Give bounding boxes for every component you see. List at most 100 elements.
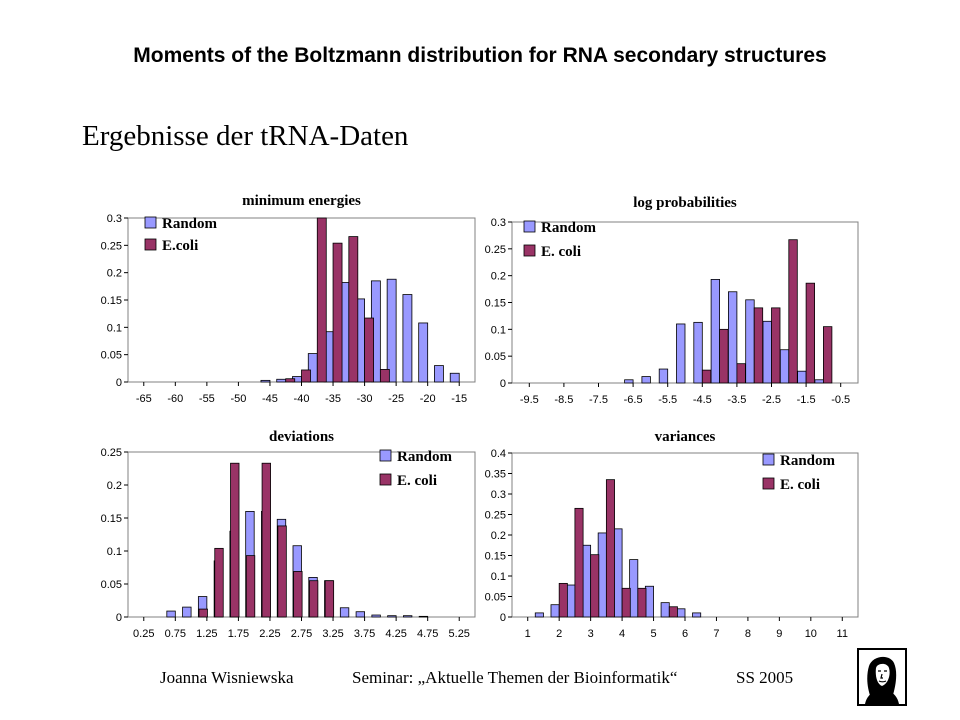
bar-e-coli (198, 608, 208, 618)
bar-random (260, 379, 271, 383)
x-tick-label: -7.5 (589, 394, 608, 406)
bar-random (387, 615, 397, 618)
legend-label: E. coli (541, 244, 581, 260)
bar-random (339, 607, 350, 618)
bar-random (276, 378, 287, 383)
bar-random (182, 606, 192, 618)
bar-e-coli (605, 479, 615, 618)
bar-random (629, 559, 639, 618)
bar-random (355, 611, 365, 618)
x-tick-label: 4.25 (385, 628, 406, 640)
x-tick-label: -25 (388, 393, 404, 405)
bar-random (710, 279, 720, 384)
x-tick-label: 0.75 (165, 628, 186, 640)
bar-e-coli (277, 525, 287, 618)
bar-e-coli (308, 580, 319, 618)
goethe-portrait-icon (857, 648, 907, 706)
bar-random (692, 612, 702, 618)
y-tick-label: 0.1 (107, 546, 122, 558)
bar-random (745, 299, 755, 384)
legend-swatch (144, 216, 157, 229)
x-tick-label: 3.75 (354, 628, 375, 640)
bar-random (613, 528, 623, 618)
x-tick-label: 3.25 (322, 628, 343, 640)
x-tick-label: -55 (199, 393, 215, 405)
x-tick-label: -1.5 (797, 394, 816, 406)
bar-random (693, 321, 703, 384)
bar-random (582, 544, 592, 618)
plot-area (127, 217, 476, 383)
y-tick-label: 0.1 (491, 571, 506, 583)
legend-swatch (523, 244, 536, 257)
footer-term: SS 2005 (736, 668, 794, 687)
bar-random (624, 379, 634, 384)
bar-random (641, 376, 651, 384)
legend-swatch (523, 220, 536, 233)
bar-e-coli (364, 317, 374, 383)
bar-e-coli (590, 554, 600, 618)
chart-minimum-energies: minimum energies 0 0.05 0.1 0.15 0.2 0.25 0.3 -6… (101, 193, 476, 405)
y-tick-label: 0 (500, 378, 506, 390)
y-tick-label: 0.15 (101, 513, 122, 525)
bar-e-coli (719, 328, 729, 384)
x-tick-label: -4.5 (693, 394, 712, 406)
y-tick-label: 0.3 (491, 217, 506, 229)
y-tick-label: 0 (116, 377, 122, 389)
x-tick-label: -50 (230, 393, 246, 405)
y-tick-label: 0.25 (101, 240, 122, 252)
y-tick-label: 0.15 (485, 551, 506, 563)
y-tick-label: 0.05 (485, 351, 506, 363)
bar-e-coli (230, 462, 240, 618)
x-tick-label: 11 (837, 628, 848, 640)
chart-title: deviations (269, 429, 334, 445)
x-tick-label: 5.25 (449, 628, 470, 640)
legend-label: Random (162, 216, 218, 232)
footer-seminar: Seminar: „Aktuelle Themen der Bioinforma… (352, 668, 678, 687)
x-tick-label: -8.5 (554, 394, 573, 406)
bar-random (814, 379, 824, 384)
x-tick-label: 1.75 (228, 628, 249, 640)
bar-random (762, 320, 772, 384)
footer-author: Joanna Wisniewska (160, 668, 294, 687)
x-tick-label: 0.25 (133, 628, 154, 640)
x-tick-label: -35 (325, 393, 341, 405)
y-tick-label: 0.2 (107, 480, 122, 492)
chart-deviations: deviations 0 0.05 0.1 0.15 0.2 0.25 0.25 0.75 1.2… (101, 429, 476, 640)
legend-swatch (379, 449, 392, 462)
y-tick-label: 0 (116, 612, 122, 624)
bar-random (386, 278, 397, 383)
x-tick-label: -15 (451, 393, 467, 405)
chart-variances: variances 0 0.05 0.1 0.15 0.2 0.25 0.3 0.35 0.4 1 2… (485, 429, 859, 640)
bar-e-coli (668, 606, 678, 618)
bar-random (418, 322, 429, 383)
bar-e-coli (805, 282, 815, 384)
bar-e-coli (324, 580, 335, 618)
y-tick-label: 0.15 (101, 295, 122, 307)
y-tick-label: 0.1 (107, 322, 122, 334)
y-tick-label: 0.4 (491, 448, 506, 460)
bar-random (449, 372, 460, 383)
bar-e-coli (301, 369, 311, 383)
x-tick-label: -9.5 (520, 394, 539, 406)
bar-e-coli (332, 242, 343, 383)
y-tick-label: 0.25 (101, 447, 122, 459)
x-tick-label: 2.25 (259, 628, 280, 640)
x-tick-label: 4.75 (417, 628, 438, 640)
chart-title: log probabilities (633, 195, 737, 211)
bar-random (728, 291, 738, 384)
x-tick-label: 9 (776, 628, 782, 640)
slide-subtitle: Ergebnisse der tRNA-Daten (82, 120, 409, 152)
bar-e-coli (771, 307, 781, 384)
legend-label: Random (780, 453, 836, 469)
bar-random (676, 608, 686, 618)
x-tick-label: -65 (136, 393, 152, 405)
bar-e-coli (261, 462, 271, 618)
bar-random (660, 602, 670, 618)
bar-random (434, 365, 444, 383)
bar-e-coli (379, 369, 390, 383)
x-tick-label: 2 (556, 628, 562, 640)
bar-random (418, 615, 429, 618)
legend-label: E. coli (397, 473, 437, 489)
x-tick-label: -60 (167, 393, 183, 405)
